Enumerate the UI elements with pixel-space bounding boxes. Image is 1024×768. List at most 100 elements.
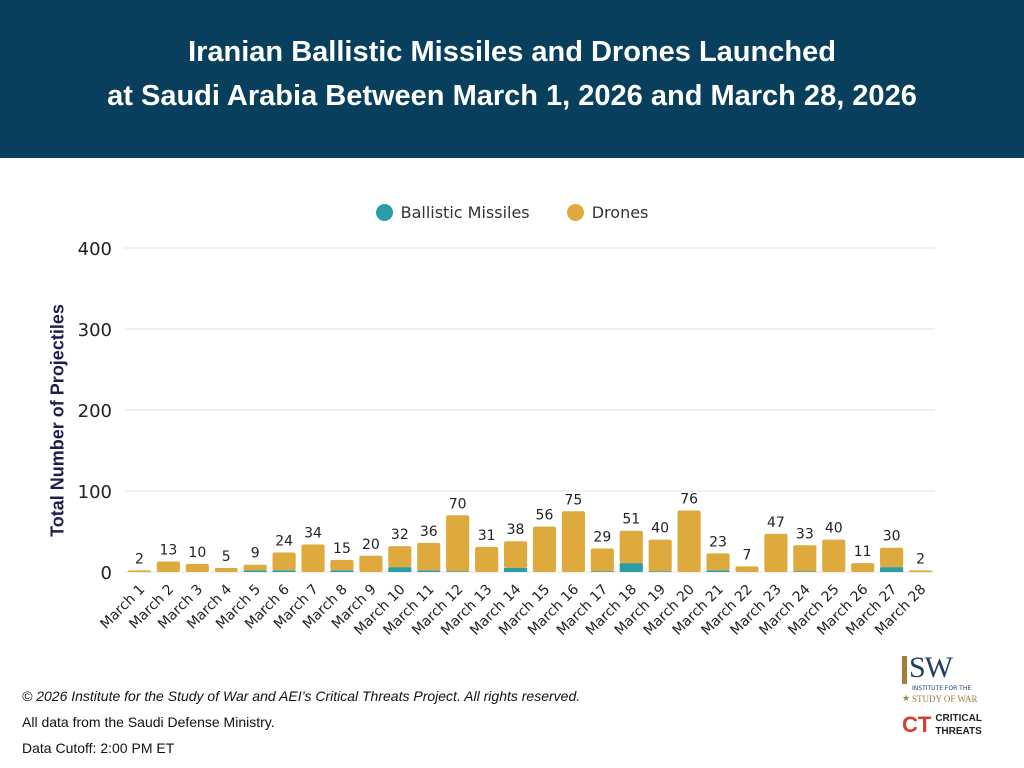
bar-drones xyxy=(446,515,470,572)
data-label: 56 xyxy=(536,508,554,524)
data-label: 29 xyxy=(593,530,611,546)
data-label: 32 xyxy=(391,527,409,543)
bar-drones xyxy=(127,570,152,572)
data-label: 24 xyxy=(275,534,293,550)
y-tick-label: 300 xyxy=(78,320,112,341)
isw-subtitle-1: INSTITUTE FOR THE xyxy=(912,685,972,692)
bar-drones xyxy=(475,546,499,572)
bar-ballistic-missiles xyxy=(503,567,528,572)
data-label: 38 xyxy=(507,522,525,538)
bar-drones xyxy=(880,547,904,568)
data-label: 75 xyxy=(564,492,582,508)
bar-drones xyxy=(214,567,238,572)
chart-title-line2: at Saudi Arabia Between March 1, 2026 an… xyxy=(107,80,917,112)
legend-swatch-drones xyxy=(566,204,584,221)
bar-ballistic-missiles xyxy=(706,570,730,572)
ct-logo: CT CRITICAL THREATS xyxy=(902,711,1017,739)
y-tick-label: 200 xyxy=(78,401,112,422)
data-label: 30 xyxy=(883,529,901,545)
bar-ballistic-missiles xyxy=(793,571,817,572)
data-label: 47 xyxy=(767,515,785,531)
bar-drones xyxy=(388,546,412,568)
data-label: 36 xyxy=(420,524,438,540)
data-label: 2 xyxy=(916,551,925,567)
isw-subtitle-row: ★ STUDY OF WAR xyxy=(902,693,1017,705)
source-note: All data from the Saudi Defense Ministry… xyxy=(22,714,275,730)
bar-drones xyxy=(359,555,383,572)
bar-drones xyxy=(677,510,701,572)
data-label: 10 xyxy=(188,545,206,561)
data-label: 31 xyxy=(478,528,496,544)
bar-ballistic-missiles xyxy=(880,567,904,572)
bar-drones xyxy=(185,563,209,572)
bar-drones xyxy=(793,545,817,572)
data-label: 13 xyxy=(159,542,177,558)
data-label: 2 xyxy=(135,551,144,567)
bar-drones xyxy=(822,539,846,572)
legend-swatch-ballistic xyxy=(375,204,393,221)
data-label: 7 xyxy=(743,547,752,563)
bar-drones xyxy=(330,559,354,571)
data-label: 11 xyxy=(854,544,872,560)
isw-subtitle-2: STUDY OF WAR xyxy=(912,694,978,704)
data-label: 40 xyxy=(651,521,669,537)
bar-ballistic-missiles xyxy=(619,563,643,572)
bar-drones xyxy=(851,563,875,572)
bar-drones xyxy=(590,548,614,572)
bar-ballistic-missiles xyxy=(243,570,267,572)
bar-ballistic-missiles xyxy=(417,570,441,572)
bar-drones xyxy=(156,561,180,572)
isw-bar-mark xyxy=(902,656,907,684)
y-tick-label: 100 xyxy=(78,482,112,503)
bar-drones xyxy=(532,526,557,572)
data-label: 51 xyxy=(622,512,640,528)
ct-mark: CT xyxy=(902,712,932,737)
bar-drones xyxy=(648,539,672,572)
bar-ballistic-missiles xyxy=(272,570,296,572)
data-label: 33 xyxy=(796,526,814,542)
y-tick-label: 400 xyxy=(78,239,112,260)
data-label: 70 xyxy=(449,496,467,512)
legend-label: Drones xyxy=(591,203,649,222)
legend: Ballistic Missiles Drones xyxy=(0,203,1024,225)
data-label: 40 xyxy=(825,521,843,537)
data-label: 23 xyxy=(709,534,727,550)
bar-ballistic-missiles xyxy=(330,570,354,572)
star-icon: ★ xyxy=(902,694,911,704)
bar-drones xyxy=(735,566,759,572)
bar-drones xyxy=(503,541,528,568)
bar-drones xyxy=(706,553,730,571)
bar-drones xyxy=(417,542,441,571)
data-label: 9 xyxy=(251,546,260,562)
isw-ct-logo: SW INSTITUTE FOR THE ★ STUDY OF WAR CT C… xyxy=(902,652,1017,739)
legend-item-drones: Drones xyxy=(566,203,649,222)
ct-wordmark: CRITICAL THREATS xyxy=(935,712,982,738)
bar-ballistic-missiles xyxy=(388,567,412,572)
bar-drones xyxy=(301,544,325,572)
bar-ballistic-missiles xyxy=(648,571,672,572)
cutoff-note: Data Cutoff: 2:00 PM ET xyxy=(22,740,175,756)
ct-word-2: THREATS xyxy=(935,726,982,737)
data-label: 5 xyxy=(222,549,231,565)
y-tick-label: 0 xyxy=(101,563,112,584)
isw-wordmark: SW xyxy=(909,651,953,684)
bar-drones xyxy=(619,530,643,564)
legend-label: Ballistic Missiles xyxy=(400,203,530,222)
bar-drones xyxy=(764,533,788,572)
bar-ballistic-missiles xyxy=(590,571,614,572)
bar-drones xyxy=(908,570,933,572)
bar-drones xyxy=(243,564,267,571)
data-label: 76 xyxy=(680,491,698,507)
chart-title-line1: Iranian Ballistic Missiles and Drones La… xyxy=(188,36,836,68)
ct-word-1: CRITICAL xyxy=(935,713,982,724)
data-label: 20 xyxy=(362,537,380,553)
data-label: 15 xyxy=(333,541,351,557)
bar-drones xyxy=(272,552,296,571)
title-banner: Iranian Ballistic Missiles and Drones La… xyxy=(0,0,1024,158)
isw-logo: SW xyxy=(902,652,1017,684)
bar-ballistic-missiles xyxy=(446,571,470,572)
copyright: © 2026 Institute for the Study of War an… xyxy=(22,688,581,704)
data-label: 34 xyxy=(304,525,322,541)
bar-drones xyxy=(561,511,585,572)
